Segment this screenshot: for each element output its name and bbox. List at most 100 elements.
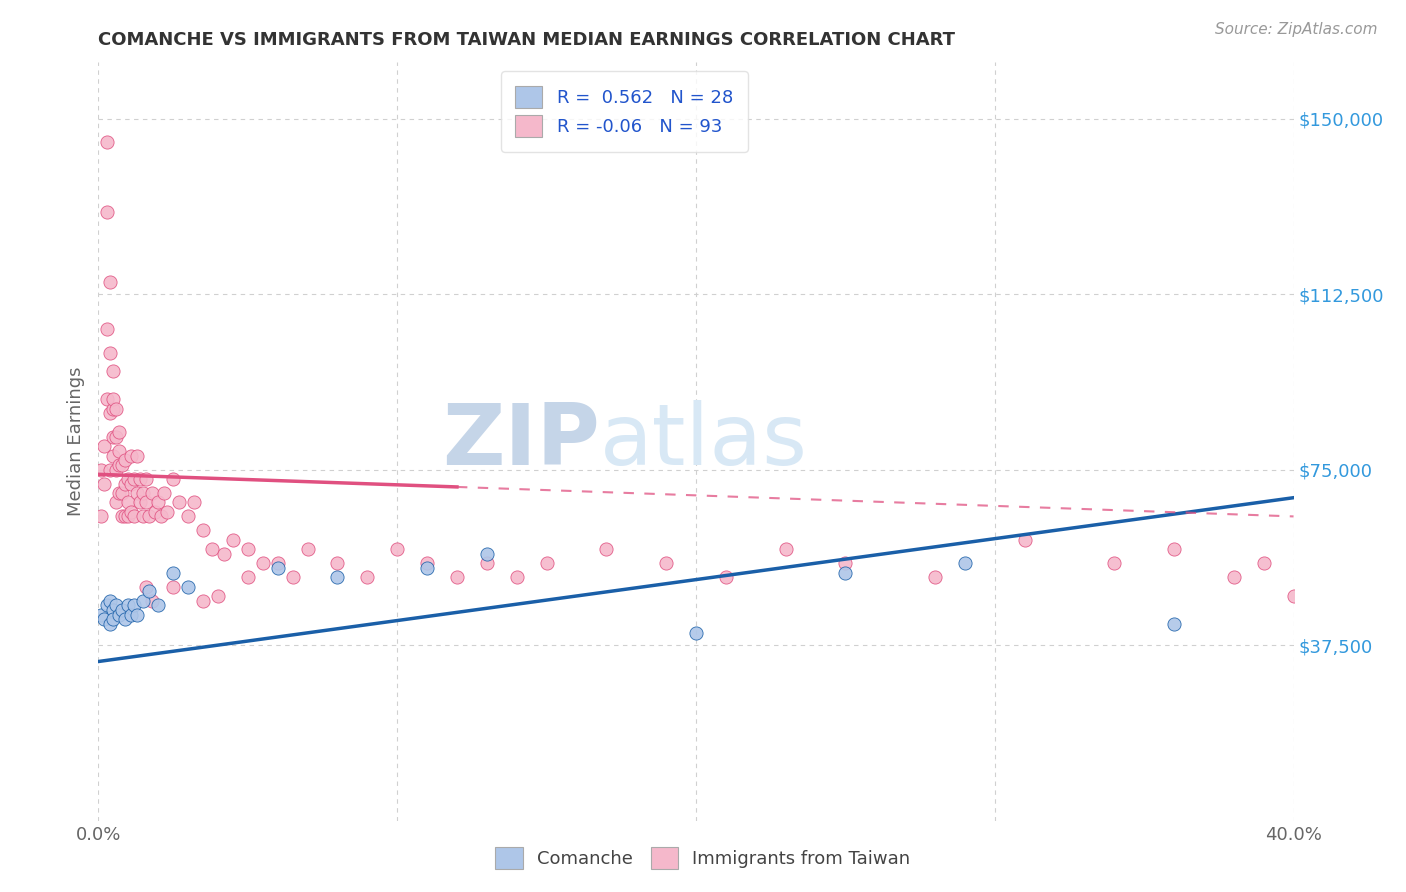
Point [114,476,136,491]
Point [297,542,319,557]
Point [685,626,707,640]
Point [252,556,274,570]
Point [105,495,128,509]
Point [96,599,118,613]
Point [655,556,678,570]
Point [103,603,125,617]
Point [135,580,157,594]
Point [156,505,179,519]
Point [117,495,139,509]
Point [132,486,155,500]
Point [953,556,976,570]
Point [138,509,160,524]
Point [124,509,146,524]
Point [90,509,112,524]
Point [98,593,122,607]
Point [93,476,115,491]
Point [236,570,259,584]
Point [90,462,112,476]
Point [127,449,149,463]
Point [148,599,170,613]
Point [1282,589,1305,603]
Point [105,462,128,476]
Point [326,570,349,584]
Point [595,542,617,557]
Point [111,603,134,617]
Text: atlas: atlas [600,400,808,483]
Point [416,561,439,575]
Point [90,607,112,622]
Point [506,570,529,584]
Point [162,566,184,580]
Point [120,505,142,519]
Point [117,509,139,524]
Point [124,472,146,486]
Point [1163,617,1185,632]
Text: Source: ZipAtlas.com: Source: ZipAtlas.com [1215,22,1378,37]
Point [183,495,205,509]
Point [222,533,245,547]
Point [132,509,155,524]
Point [141,593,163,607]
Point [138,584,160,599]
Point [108,607,131,622]
Point [191,524,214,538]
Point [924,570,946,584]
Point [475,556,498,570]
Point [834,556,856,570]
Point [103,392,125,407]
Point [150,509,173,524]
Point [96,392,118,407]
Point [114,453,136,467]
Text: COMANCHE VS IMMIGRANTS FROM TAIWAN MEDIAN EARNINGS CORRELATION CHART: COMANCHE VS IMMIGRANTS FROM TAIWAN MEDIA… [98,31,956,49]
Point [267,556,290,570]
Point [124,599,146,613]
Point [120,476,142,491]
Point [135,495,157,509]
Point [475,547,498,561]
Point [103,430,125,444]
Point [120,607,142,622]
Point [135,472,157,486]
Point [129,472,152,486]
Point [114,612,136,626]
Point [120,449,142,463]
Point [143,505,166,519]
Point [356,570,378,584]
Legend: Comanche, Immigrants from Taiwan: Comanche, Immigrants from Taiwan [486,838,920,879]
Point [108,425,131,440]
Point [108,443,131,458]
Point [1163,542,1185,557]
Point [98,462,122,476]
Point [98,617,122,632]
Point [105,430,128,444]
Point [207,589,229,603]
Point [98,407,122,421]
Point [127,607,149,622]
Point [96,135,118,149]
Point [775,542,797,557]
Point [93,612,115,626]
Point [281,570,304,584]
Text: ZIP: ZIP [443,400,600,483]
Point [105,599,128,613]
Point [162,580,184,594]
Point [162,472,184,486]
Point [1253,556,1275,570]
Point [108,458,131,472]
Point [148,495,170,509]
Point [1014,533,1036,547]
Point [834,566,856,580]
Point [714,570,737,584]
Point [117,472,139,486]
Point [103,612,125,626]
Point [536,556,558,570]
Point [117,599,139,613]
Point [105,401,128,416]
Point [111,486,134,500]
Point [177,580,200,594]
Point [326,556,349,570]
Point [201,542,224,557]
Y-axis label: Median Earnings: Median Earnings [66,367,84,516]
Point [267,561,290,575]
